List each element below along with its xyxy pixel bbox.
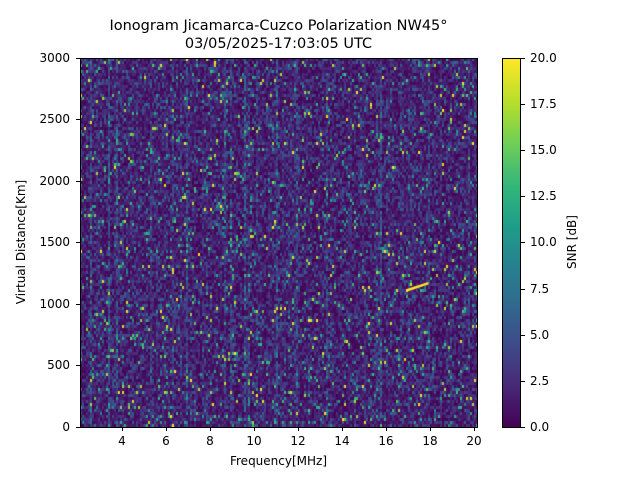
colorbar-tick-mark — [521, 427, 525, 428]
colorbar-tick-mark — [521, 58, 525, 59]
y-tick-label: 3000 — [39, 51, 70, 65]
y-tick-mark — [76, 242, 80, 243]
colorbar-tick-mark — [521, 242, 525, 243]
x-tick-mark — [122, 427, 123, 431]
colorbar-tick-label: 2.5 — [530, 374, 550, 388]
x-tick-label: 20 — [466, 434, 482, 448]
x-tick-mark — [430, 427, 431, 431]
y-axis-label: Virtual Distance[Km] — [14, 179, 28, 305]
colorbar-tick-mark — [521, 289, 525, 290]
ionogram-heatmap — [80, 58, 477, 427]
x-tick-label: 4 — [118, 434, 126, 448]
y-tick-label: 1500 — [39, 235, 70, 249]
y-tick-mark — [76, 304, 80, 305]
y-tick-label: 0 — [62, 420, 70, 434]
x-axis-label: Frequency[MHz] — [229, 454, 328, 468]
colorbar-tick-label: 7.5 — [530, 282, 550, 296]
y-tick-label: 1000 — [39, 297, 70, 311]
title-line: Ionogram Jicamarca-Cuzco Polarization NW… — [109, 18, 448, 34]
y-tick-mark — [76, 58, 80, 59]
colorbar-tick-label: 5.0 — [530, 328, 550, 342]
colorbar-label: SNR [dB] — [565, 215, 579, 269]
x-tick-mark — [254, 427, 255, 431]
x-tick-mark — [342, 427, 343, 431]
y-tick-label: 2500 — [39, 112, 70, 126]
y-tick-label: 500 — [47, 358, 70, 372]
x-tick-label: 14 — [334, 434, 350, 448]
x-tick-label: 10 — [246, 434, 262, 448]
colorbar-tick-mark — [521, 104, 525, 105]
x-tick-mark — [166, 427, 167, 431]
y-tick-mark — [76, 119, 80, 120]
x-tick-mark — [474, 427, 475, 431]
colorbar-tick-mark — [521, 196, 525, 197]
colorbar-tick-mark — [521, 381, 525, 382]
x-tick-label: 16 — [378, 434, 394, 448]
colorbar-tick-label: 10.0 — [530, 235, 557, 249]
y-tick-label: 2000 — [39, 174, 70, 188]
colorbar-tick-label: 17.5 — [530, 97, 557, 111]
colorbar-tick-label: 20.0 — [530, 51, 557, 65]
x-tick-mark — [210, 427, 211, 431]
x-tick-mark — [298, 427, 299, 431]
subtitle-line: 03/05/2025-17:03:05 UTC — [184, 36, 373, 52]
colorbar-tick-mark — [521, 150, 525, 151]
x-tick-mark — [386, 427, 387, 431]
colorbar-tick-label: 0.0 — [530, 420, 550, 434]
x-tick-label: 6 — [162, 434, 170, 448]
y-tick-mark — [76, 427, 80, 428]
x-tick-label: 8 — [206, 434, 214, 448]
y-tick-mark — [76, 365, 80, 366]
y-tick-mark — [76, 181, 80, 182]
x-tick-label: 18 — [422, 434, 438, 448]
chart-title: Ionogram Jicamarca-Cuzco Polarization NW… — [80, 17, 477, 53]
x-tick-label: 12 — [290, 434, 306, 448]
colorbar-tick-label: 12.5 — [530, 189, 557, 203]
colorbar — [502, 58, 521, 428]
colorbar-tick-mark — [521, 335, 525, 336]
colorbar-tick-label: 15.0 — [530, 143, 557, 157]
